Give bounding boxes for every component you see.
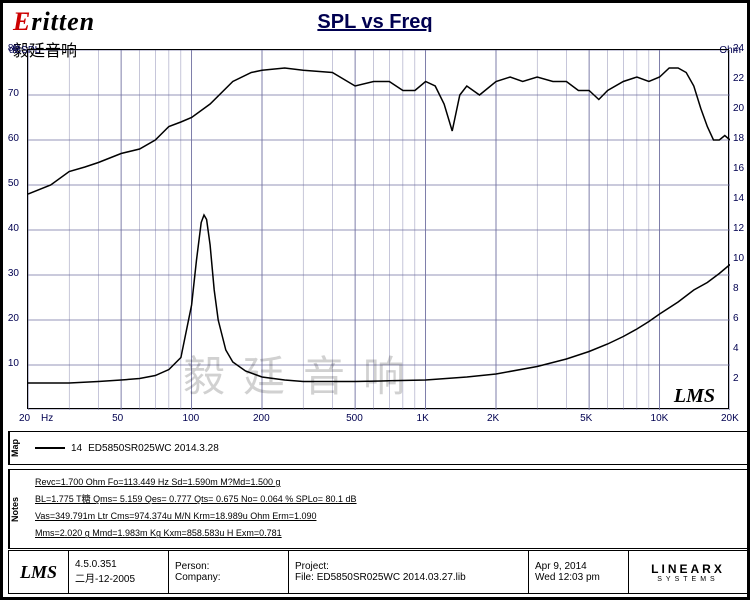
map-legend: 14 ED5850SR025WC 2014.3.28	[27, 432, 747, 464]
lms-badge-chart: LMS	[674, 385, 715, 408]
chart-title: SPL vs Freq	[317, 11, 432, 34]
footer-project-cell: Project: File: ED5850SR025WC 2014.03.27.…	[289, 551, 529, 593]
notes-line: BL=1.775 T糖 Qms= 5.159 Qes= 0.777 Qts= 0…	[35, 494, 357, 504]
y-right-tick: 10	[733, 253, 744, 264]
x-tick: 2K	[487, 413, 499, 424]
legend-text: ED5850SR025WC 2014.3.28	[88, 443, 219, 454]
x-tick: 5K	[580, 413, 592, 424]
footer-brand-sub: SYSTEMS	[635, 576, 741, 583]
y-right-tick: 8	[733, 283, 739, 294]
footer-date2: Wed 12:03 pm	[535, 572, 622, 583]
legend-num: 14	[71, 443, 82, 454]
footer-brand-top: LINEARX	[635, 562, 741, 576]
y-right-tick: 6	[733, 313, 739, 324]
footer-date1: Apr 9, 2014	[535, 561, 622, 572]
notes-panel: Notes Revc=1.700 Ohm Fo=113.449 Hz Sd=1.…	[8, 469, 748, 549]
footer-date-cell: Apr 9, 2014 Wed 12:03 pm	[529, 551, 629, 593]
y-left-tick: 30	[8, 268, 19, 279]
notes-content: Revc=1.700 Ohm Fo=113.449 Hz Sd=1.590m M…	[27, 470, 747, 548]
y-right-tick: 14	[733, 193, 744, 204]
x-tick: 50	[112, 413, 123, 424]
footer-file-value: ED5850SR025WC 2014.03.27.lib	[317, 572, 466, 583]
y-left-tick: 50	[8, 178, 19, 189]
y-left-tick: 20	[8, 313, 19, 324]
footer-lms-cell: LMS	[9, 551, 69, 593]
x-tick: 20K	[721, 413, 739, 424]
y-right-tick: 12	[733, 223, 744, 234]
y-left-tick: 70	[8, 88, 19, 99]
footer-brand-cell: LINEARX SYSTEMS	[629, 551, 747, 593]
notes-line: Mms=2.020 g Mmd=1.983m Kg Kxm=858.583u H…	[35, 528, 282, 538]
y-left-tick: 80	[8, 43, 19, 54]
notes-line: Revc=1.700 Ohm Fo=113.449 Hz Sd=1.590m M…	[35, 477, 280, 487]
x-tick: 20	[19, 413, 30, 424]
footer-project-label: Project:	[295, 561, 522, 572]
x-tick: 200	[253, 413, 270, 424]
notes-line: Vas=349.791m Ltr Cms=974.374u M/N Krm=18…	[35, 511, 316, 521]
y-left-tick: 60	[8, 133, 19, 144]
map-panel: Map 14 ED5850SR025WC 2014.3.28	[8, 431, 748, 465]
footer-version: 4.5.0.351	[75, 559, 162, 570]
chart-svg	[28, 50, 730, 410]
footer-person-label: Person:	[175, 561, 282, 572]
notes-tab-label: Notes	[9, 470, 27, 548]
y-right-tick: 2	[733, 373, 739, 384]
footer-version-cell: 4.5.0.351 二月-12-2005	[69, 551, 169, 593]
lms-badge-footer: LMS	[20, 562, 57, 583]
y-left-tick: 40	[8, 223, 19, 234]
x-tick: 1K	[417, 413, 429, 424]
map-tab-label: Map	[9, 432, 27, 464]
footer-panel: LMS 4.5.0.351 二月-12-2005 Person: Company…	[8, 550, 748, 594]
x-tick: 10K	[651, 413, 669, 424]
y-right-tick: 16	[733, 163, 744, 174]
logo-red-letter: E	[13, 7, 31, 36]
x-tick: 100	[183, 413, 200, 424]
footer-company-label: Company:	[175, 572, 282, 583]
y-right-tick: 22	[733, 73, 744, 84]
chart-plot-area	[27, 49, 729, 409]
y-right-tick: 18	[733, 133, 744, 144]
x-axis-unit: Hz	[41, 413, 53, 424]
logo-brand: Eritten	[13, 7, 95, 37]
y-right-tick: 4	[733, 343, 739, 354]
footer-file-label: File:	[295, 572, 314, 583]
footer-version-date: 二月-12-2005	[75, 570, 162, 585]
x-tick: 500	[346, 413, 363, 424]
y-right-tick: 20	[733, 103, 744, 114]
y-right-tick: 24	[733, 43, 744, 54]
logo-black-text: ritten	[31, 7, 95, 36]
legend-line-icon	[35, 447, 65, 449]
footer-person-cell: Person: Company:	[169, 551, 289, 593]
y-left-tick: 10	[8, 358, 19, 369]
